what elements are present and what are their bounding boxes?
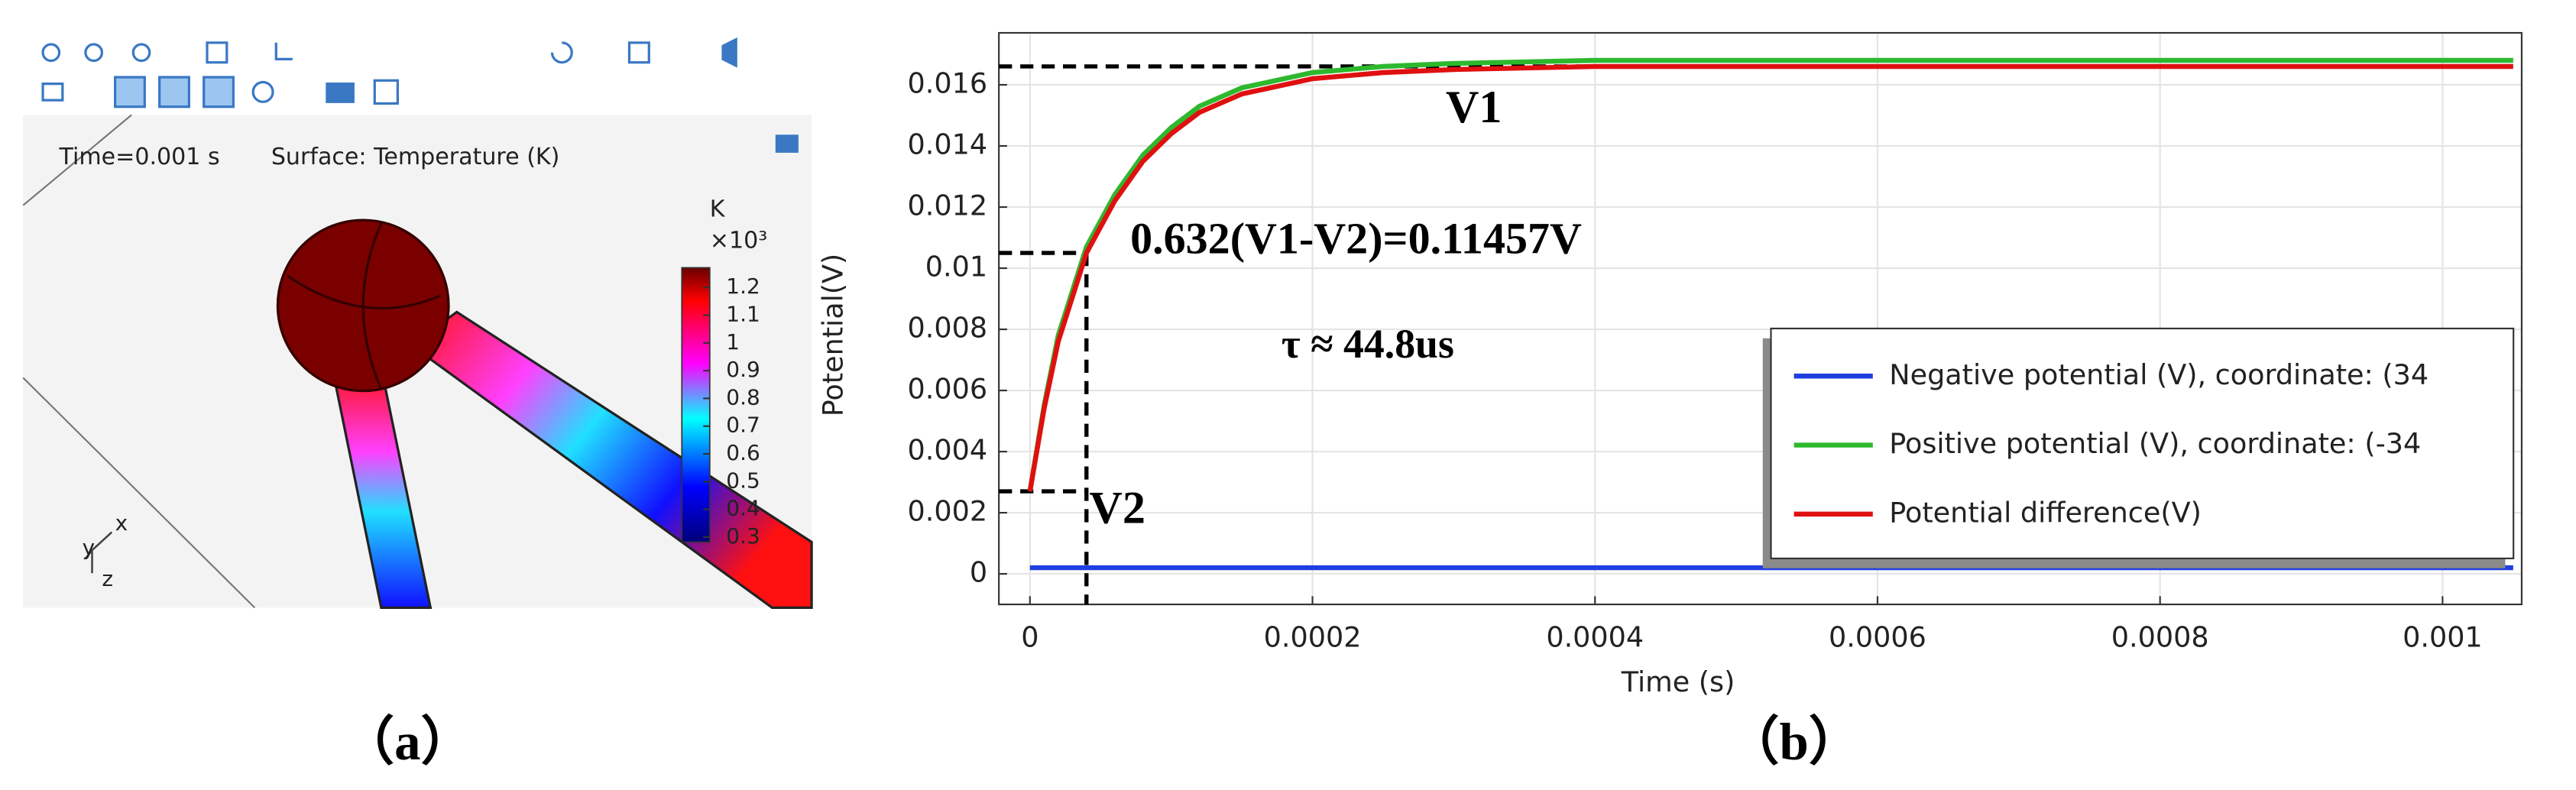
colorbar-tick-label: 1 bbox=[726, 329, 740, 355]
time-label: Time=0.001 s bbox=[59, 144, 220, 170]
y-tick-label: 0.002 bbox=[908, 495, 988, 528]
colorbar-tick-label: 0.8 bbox=[726, 384, 760, 410]
colorbar-tick-label: 0.3 bbox=[726, 523, 760, 549]
x-tick-label: 0.0008 bbox=[2111, 621, 2209, 654]
sphere-line bbox=[287, 222, 441, 390]
rod bbox=[408, 310, 813, 609]
y-axis-label: Potential(V) bbox=[817, 254, 850, 417]
annotation: V1 bbox=[1446, 82, 1502, 133]
plot-frame bbox=[998, 31, 2523, 606]
colorbar-tick-label: 0.9 bbox=[726, 357, 760, 382]
annotation: V2 bbox=[1089, 483, 1145, 534]
y-tick-label: 0.004 bbox=[908, 434, 988, 467]
y-tick-label: 0.012 bbox=[908, 189, 988, 222]
series-line bbox=[1027, 63, 2513, 492]
panel-a: Time=0.001 s Surface: Temperature (K) K … bbox=[22, 37, 813, 771]
colorbar-tick-label: 0.7 bbox=[726, 413, 760, 438]
y-tick-label: 0.01 bbox=[925, 251, 987, 283]
surface-label: Surface: Temperature (K) bbox=[271, 144, 560, 170]
toolbar bbox=[41, 37, 737, 108]
legend-label: Positive potential (V), coordinate: (-34 bbox=[1889, 427, 2421, 460]
caption: （a） bbox=[342, 713, 473, 771]
colorbar-multiplier: ×10³ bbox=[710, 228, 768, 254]
colorbar-tick-label: 1.1 bbox=[726, 302, 760, 327]
colorbar-tick-label: 0.6 bbox=[726, 440, 760, 465]
triad-y: y bbox=[83, 535, 96, 560]
x-tick-label: 0 bbox=[1021, 621, 1039, 654]
triad bbox=[84, 531, 113, 574]
y-tick-label: 0.016 bbox=[908, 67, 988, 100]
panel-b: 0 0.0002 0.0004 0.0006 0.0008 0.001 0 0.002 0.00… bbox=[817, 31, 2523, 771]
legend bbox=[1770, 327, 2515, 559]
edge-line bbox=[22, 114, 256, 609]
colorbar-unit: K bbox=[710, 196, 726, 223]
x-tick-label: 0.0006 bbox=[1829, 621, 1926, 654]
icon bbox=[775, 134, 799, 153]
y-tick-label: 0.008 bbox=[908, 312, 988, 345]
y-tick-label: 0.006 bbox=[908, 373, 988, 406]
colorbar bbox=[681, 267, 711, 543]
x-axis-label: Time (s) bbox=[1621, 665, 1735, 698]
triad-x: x bbox=[115, 510, 128, 536]
triad-z: z bbox=[102, 566, 113, 591]
annotation: 0.632(V1-V2)=0.11457V bbox=[1130, 213, 1582, 263]
colorbar-tick-label: 1.2 bbox=[726, 274, 760, 299]
colorbar-tick-label: 0.5 bbox=[726, 468, 760, 493]
colorbar-tick-label: 0.4 bbox=[726, 496, 760, 521]
y-tick-label: 0.014 bbox=[908, 128, 988, 161]
x-tick-label: 0.0004 bbox=[1546, 621, 1644, 654]
annotation: τ ≈ 44.8us bbox=[1282, 321, 1454, 367]
x-tick-label: 0.0002 bbox=[1264, 621, 1362, 654]
y-tick-label: 0 bbox=[970, 556, 987, 589]
caption: （b） bbox=[1727, 713, 1862, 771]
legend-label: Potential difference(V) bbox=[1889, 496, 2202, 529]
colorbar-ticks: 1.2 1.110.90.8 0.70.6 0.5 0.40.3 bbox=[703, 274, 760, 549]
x-tick-label: 0.001 bbox=[2403, 621, 2483, 654]
legend-label: Negative potential (V), coordinate: (34 bbox=[1889, 358, 2429, 391]
